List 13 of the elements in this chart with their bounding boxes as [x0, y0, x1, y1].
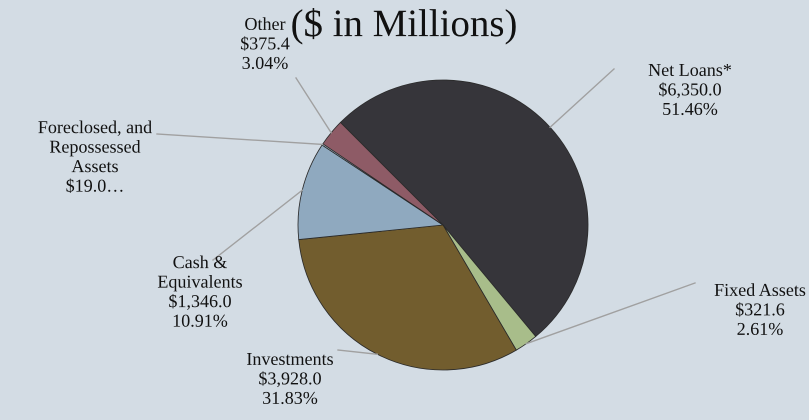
data-label: $1,346.0 10.91%: [169, 294, 231, 327]
slice-label: Investments: [247, 353, 333, 366]
slice-label: Cash & Equivalents: [158, 256, 242, 292]
slice-label: Net Loans*: [648, 64, 732, 76]
data-label: $3,928.0 31.83%: [259, 371, 321, 404]
chart-title: ($ in Millions): [292, 8, 516, 44]
slice-label: Foreclosed, and Repossessed Assets: [38, 120, 152, 172]
slice-label: Fixed Assets: [714, 283, 806, 296]
data-label: $321.6 2.61%: [736, 302, 784, 336]
data-label: $375.4 3.04%: [240, 36, 290, 70]
data-label: $19.0…: [66, 178, 122, 193]
slice-label: Other: [245, 17, 286, 30]
data-label: $6,350.0 51.46%: [659, 82, 721, 116]
